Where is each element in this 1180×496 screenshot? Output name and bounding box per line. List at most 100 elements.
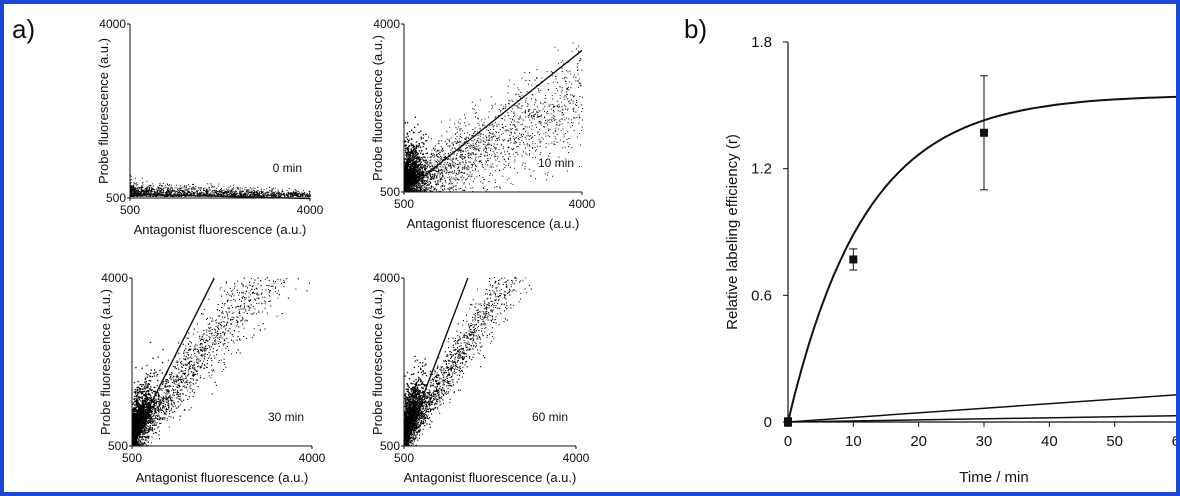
- scatter-point: [441, 159, 443, 161]
- scatter-point: [235, 191, 237, 193]
- scatter-point: [502, 132, 504, 134]
- scatter-point: [479, 147, 481, 149]
- scatter-point: [406, 160, 409, 162]
- scatter-point: [406, 162, 409, 165]
- scatter-point: [445, 159, 447, 161]
- scatter-point: [533, 114, 535, 116]
- scatter-point: [443, 154, 445, 156]
- scatter-point: [461, 168, 463, 170]
- scatter-point: [132, 194, 134, 196]
- scatter-point: [429, 173, 431, 175]
- scatter-point: [516, 146, 518, 148]
- scatter-point: [177, 190, 179, 192]
- scatter-point: [422, 177, 423, 179]
- scatter-point: [421, 187, 423, 189]
- scatter-point: [557, 49, 559, 51]
- scatter-point: [419, 174, 421, 177]
- scatter-point: [548, 119, 550, 121]
- scatter-point: [493, 152, 495, 154]
- scatter-point: [147, 190, 149, 192]
- scatter-point: [425, 186, 427, 188]
- scatter-point: [545, 131, 547, 133]
- scatter-point: [280, 196, 282, 197]
- scatter-point: [411, 160, 414, 162]
- scatter-point: [422, 166, 424, 168]
- scatter-point: [545, 112, 547, 114]
- scatter-point: [568, 61, 570, 63]
- scatter-point: [309, 191, 311, 193]
- scatter-point: [559, 139, 561, 141]
- scatter-point: [513, 120, 515, 122]
- scatter-point: [250, 192, 252, 194]
- scatter-point: [247, 193, 249, 195]
- scatter-point: [476, 140, 478, 142]
- scatter-point: [548, 105, 550, 107]
- scatter-point: [423, 143, 425, 145]
- scatter-point: [257, 194, 259, 196]
- scatter-point: [149, 186, 151, 188]
- scatter-point: [458, 126, 460, 128]
- scatter-point: [447, 138, 449, 140]
- scatter-point: [217, 190, 219, 192]
- scatter-point: [412, 189, 414, 191]
- scatter-point: [418, 164, 420, 166]
- scatter-point: [481, 165, 483, 167]
- scatter-point: [430, 156, 432, 158]
- scatter-point: [538, 138, 540, 140]
- scatter-point: [447, 177, 449, 179]
- scatter-point: [419, 170, 421, 172]
- scatter-point: [450, 159, 452, 161]
- scatter-point: [131, 186, 133, 187]
- scatter-point: [462, 162, 464, 164]
- scatter-point: [504, 151, 506, 153]
- scatter-point: [431, 178, 433, 180]
- scatter-point: [309, 195, 310, 197]
- scatter-point: [527, 104, 529, 106]
- scatter-point: [525, 111, 527, 113]
- scatter-point: [582, 108, 583, 109]
- scatter-point: [555, 138, 557, 140]
- scatter-point: [411, 177, 413, 179]
- scatter-point: [407, 161, 409, 164]
- scatter-point: [405, 151, 407, 154]
- scatter-point: [424, 167, 426, 169]
- scatter-point: [526, 126, 528, 128]
- scatter-point: [485, 146, 487, 148]
- scatter-point: [514, 159, 516, 161]
- scatter-point: [425, 153, 427, 155]
- scatter-point: [414, 158, 416, 160]
- scatter-point: [539, 120, 541, 122]
- scatter-point: [416, 184, 418, 186]
- scatter-point: [502, 108, 504, 110]
- scatter-point: [425, 160, 427, 162]
- scatter-point: [404, 165, 406, 167]
- scatter-point: [192, 184, 194, 186]
- scatter-point: [528, 154, 530, 156]
- scatter-point: [459, 162, 461, 164]
- scatter-point: [467, 155, 469, 157]
- scatter-point: [163, 190, 165, 191]
- scatter-point: [166, 193, 168, 195]
- scatter-point: [524, 112, 526, 114]
- scatter-point: [438, 170, 440, 172]
- scatter-point: [570, 119, 572, 121]
- scatter-point: [447, 162, 448, 163]
- scatter-point: [558, 128, 560, 130]
- scatter-point: [449, 145, 451, 147]
- scatter-point: [151, 186, 153, 188]
- scatter-point: [420, 167, 422, 169]
- scatter-point: [567, 94, 569, 96]
- scatter-point: [442, 189, 444, 191]
- scatter-point: [456, 182, 458, 184]
- scatter-point: [138, 191, 139, 193]
- scatter-point: [544, 126, 545, 128]
- scatter-point: [417, 190, 419, 192]
- scatter-point: [416, 182, 418, 184]
- scatter-point: [153, 193, 155, 195]
- scatter-point: [414, 185, 415, 187]
- scatter-point: [563, 134, 565, 136]
- scatter-point: [484, 146, 486, 148]
- scatter-point: [436, 170, 438, 172]
- scatter-point: [530, 135, 532, 137]
- scatter-point: [191, 191, 193, 193]
